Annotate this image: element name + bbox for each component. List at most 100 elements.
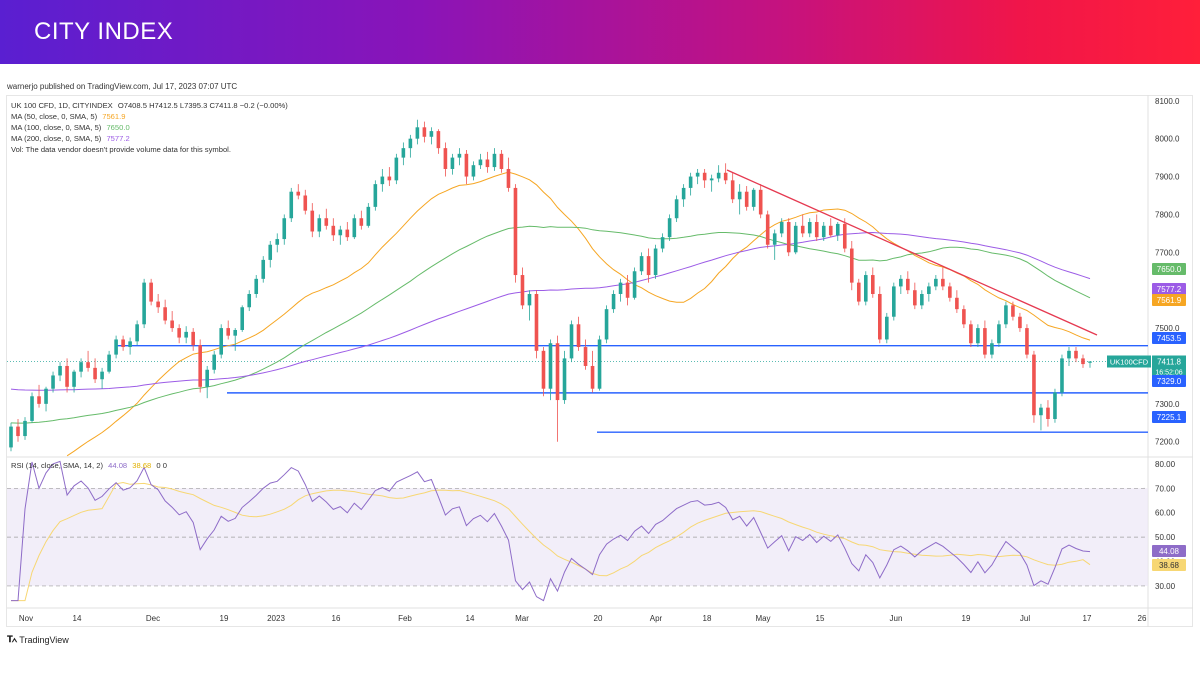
candle-body	[660, 237, 665, 249]
candle-body	[667, 218, 672, 238]
candle-body	[366, 206, 371, 226]
candle-body	[331, 225, 336, 236]
candle-body	[941, 278, 945, 287]
candle-body	[233, 329, 238, 336]
candle-body	[513, 187, 518, 276]
candle-body	[716, 172, 721, 179]
rsi-tag-bg	[1152, 545, 1186, 557]
candle-body	[730, 180, 735, 200]
candle-body	[990, 343, 994, 355]
candle-body	[51, 375, 55, 389]
candle-body	[394, 157, 399, 181]
candle-body	[1081, 358, 1085, 365]
price-tick-label: 7200.0	[1155, 438, 1180, 447]
candle-body	[1025, 328, 1029, 355]
candle-body	[338, 229, 343, 236]
candle-body	[310, 210, 315, 232]
candle-body	[205, 369, 209, 387]
rsi-tag: 38.68	[1159, 561, 1180, 570]
rsi-tick-label: 70.00	[1155, 484, 1176, 493]
candle-body	[359, 218, 364, 226]
price-tick-label: 7300.0	[1155, 400, 1180, 409]
candle-body	[814, 222, 819, 238]
candle-body	[303, 195, 308, 211]
candle-body	[23, 420, 27, 437]
candle-body	[387, 176, 392, 181]
time-tick-label: Jul	[1020, 614, 1030, 623]
price-tick-label: 7700.0	[1155, 248, 1180, 257]
published-note: warnerjo published on TradingView.com, J…	[7, 82, 238, 91]
rsi-tick-label: 60.00	[1155, 509, 1176, 518]
legend-symbol: UK 100 CFD, 1D, CITYINDEX	[11, 101, 113, 110]
candle-body	[1032, 354, 1036, 416]
candle-body	[618, 282, 623, 294]
candle-body	[576, 324, 581, 348]
candle-body	[464, 153, 469, 177]
legend-ma200-label: MA (200, close, 0, SMA, 5)	[11, 134, 102, 143]
candle-body	[170, 320, 174, 329]
candle-body	[212, 354, 216, 370]
candle-body	[849, 248, 854, 283]
candle-body	[86, 362, 90, 368]
candle-body	[835, 223, 840, 236]
price-tick-label: 7800.0	[1155, 210, 1180, 219]
candle-body	[562, 358, 567, 401]
candle-body	[72, 371, 76, 387]
tradingview-logo[interactable]: 𝐓∧ TradingView	[7, 634, 69, 645]
legend-ma200-row: MA (200, close, 0, SMA, 5) 7577.2	[11, 134, 130, 143]
candle-body	[100, 371, 104, 380]
candle-body	[948, 286, 952, 298]
price-tag-bg	[1152, 294, 1186, 306]
candle-body	[44, 388, 48, 404]
candle-body	[93, 367, 97, 380]
candle-body	[380, 176, 385, 185]
candle-body	[997, 324, 1001, 344]
candle-body	[58, 365, 62, 376]
candle-body	[695, 172, 700, 177]
time-tick-label: 14	[73, 614, 82, 623]
candle-body	[863, 275, 868, 302]
candle-body	[927, 286, 931, 294]
time-tick-label: 14	[466, 614, 475, 623]
candle-body	[597, 339, 602, 389]
candle-body	[892, 286, 896, 317]
candle-body	[842, 223, 847, 249]
candle-body	[765, 214, 770, 245]
candle-body	[429, 131, 434, 137]
time-tick-label: 19	[220, 614, 229, 623]
price-tag: 7561.9	[1157, 296, 1182, 305]
legend-rsi-label: RSI (14, close, SMA, 14, 2)	[11, 461, 104, 470]
moving-averages	[10, 171, 1091, 457]
price-tag: 7329.0	[1157, 377, 1182, 386]
candle-body	[163, 307, 167, 321]
legend-symbol-row: UK 100 CFD, 1D, CITYINDEX O7408.5 H7412.…	[11, 101, 288, 110]
candle-body	[723, 172, 728, 181]
candle-body	[65, 365, 69, 387]
candle-body	[296, 191, 301, 196]
downtrend-line	[726, 169, 1098, 336]
tradingview-icon: 𝐓∧	[7, 634, 17, 644]
legend-ma100-row: MA (100, close, 0, SMA, 5) 7650.0	[11, 123, 130, 132]
time-tick-label: 16	[332, 614, 341, 623]
candle-body	[821, 225, 826, 238]
candle-body	[492, 153, 497, 168]
price-tag: 7453.5	[1157, 334, 1182, 343]
candle-body	[758, 189, 763, 215]
candle-body	[254, 278, 259, 294]
candle-body	[415, 127, 420, 139]
candle-body	[506, 168, 511, 188]
candle-body	[569, 324, 574, 359]
candle-body	[1067, 350, 1071, 359]
candle-body	[317, 218, 322, 232]
candle-body	[1004, 305, 1008, 325]
time-tick-label: 2023	[267, 614, 285, 623]
candle-body	[275, 239, 280, 245]
candle-body	[1088, 361, 1092, 363]
price-tag-bg	[1152, 411, 1186, 423]
time-tick-label: 19	[962, 614, 971, 623]
candle-body	[37, 396, 41, 404]
candle-body	[800, 225, 805, 234]
ma50-line	[66, 171, 1091, 457]
time-tick-label: 18	[703, 614, 712, 623]
